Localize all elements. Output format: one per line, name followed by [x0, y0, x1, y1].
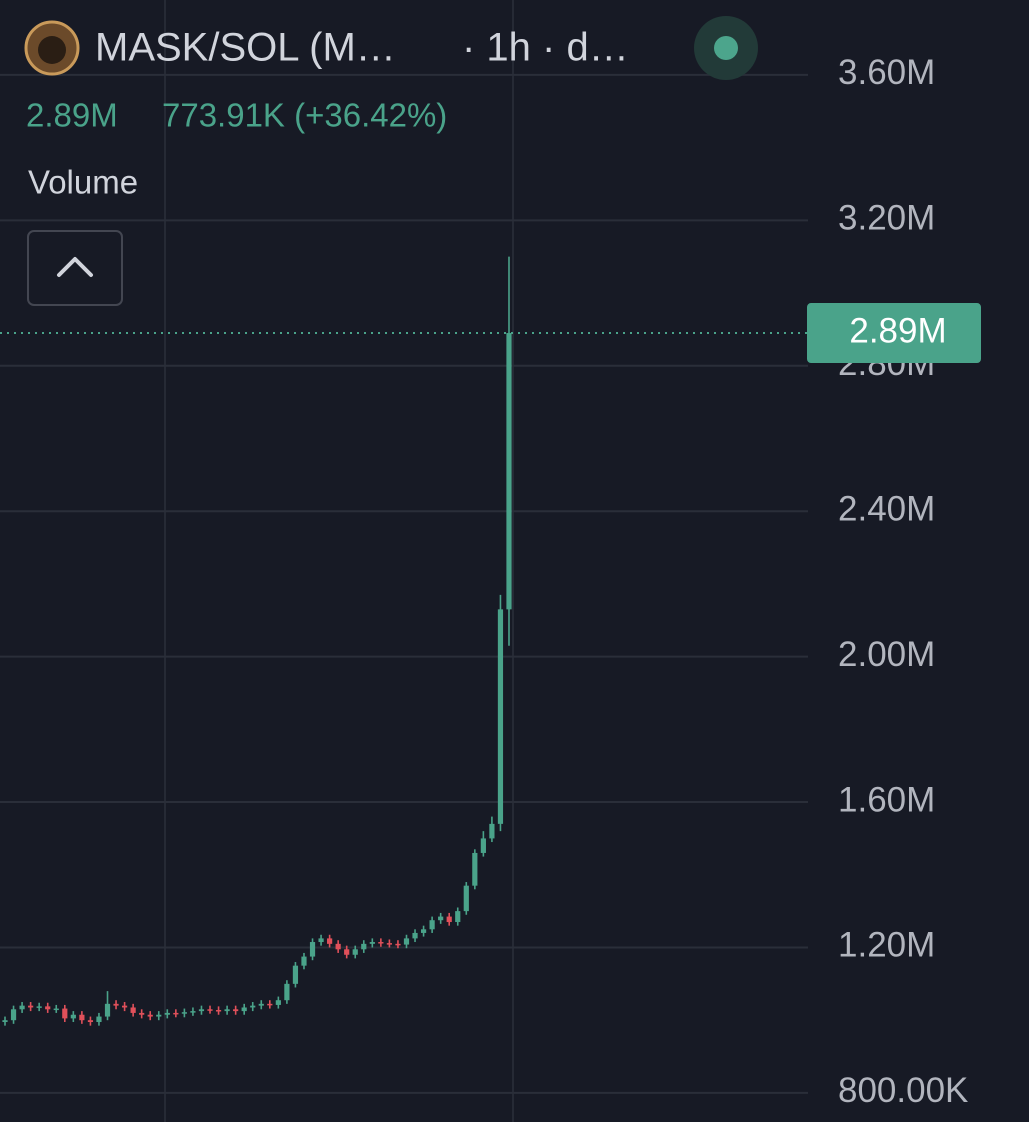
candle-body: [10, 1009, 17, 1021]
candle-body: [472, 852, 478, 886]
candle-body: [429, 920, 435, 930]
candle-body: [267, 1003, 273, 1006]
chevron-up: [57, 257, 93, 277]
candle-body: [497, 609, 504, 824]
candle-body: [96, 1016, 102, 1023]
candle-body: [386, 943, 393, 945]
candle-body: [28, 1005, 34, 1008]
candle-body: [250, 1005, 256, 1008]
status-dot: [714, 36, 738, 60]
y-tick-label: 2.40M: [838, 489, 935, 528]
candle-body: [113, 1003, 119, 1006]
candle-body: [506, 333, 512, 610]
candle-body: [327, 938, 333, 944]
candle-body: [181, 1012, 187, 1014]
candle-body: [45, 1006, 51, 1010]
candle-body: [292, 965, 299, 984]
candle-body: [130, 1007, 136, 1013]
candles: [2, 256, 512, 1026]
candle-body: [121, 1005, 128, 1008]
candle-body: [233, 1009, 239, 1012]
candle-body: [463, 885, 469, 912]
y-tick-label: 1.60M: [838, 780, 935, 819]
interval: · 1h · d…: [462, 26, 629, 70]
candle-body: [139, 1012, 145, 1015]
candle-body: [361, 943, 367, 950]
candle-body: [87, 1020, 94, 1023]
candle-body: [309, 942, 316, 957]
y-tick-label: 3.20M: [838, 199, 935, 238]
price: 2.89M: [26, 97, 118, 134]
candle-body: [438, 916, 444, 921]
collapse-button[interactable]: [27, 230, 123, 306]
overlay: 3.60M3.20M2.80M2.40M2.00M1.60M1.20M800.0…: [0, 53, 981, 1110]
candle-body: [79, 1014, 85, 1021]
candle-body: [215, 1010, 222, 1012]
y-tick-label: 1.20M: [838, 926, 935, 965]
candle-body: [284, 983, 290, 1001]
candle-body: [173, 1012, 179, 1015]
candle-body: [480, 838, 486, 853]
candle-body: [420, 929, 427, 933]
candle-body: [275, 1000, 281, 1005]
token-icon-face: [38, 36, 66, 64]
last-price-label: 2.89M: [849, 311, 946, 350]
candle-body: [318, 938, 324, 943]
symbol: MASK/SOL (M…: [95, 26, 396, 70]
candle-body: [369, 942, 375, 944]
y-tick-label: 800.00K: [838, 1071, 968, 1110]
candle-body: [164, 1012, 170, 1015]
candle-body: [301, 956, 307, 966]
candle-body: [258, 1003, 264, 1006]
candle-body: [62, 1008, 68, 1019]
candle-body: [190, 1011, 196, 1013]
candle-body: [147, 1014, 153, 1017]
last-price-badge: [807, 303, 981, 364]
candle-body: [2, 1020, 8, 1023]
candle-body: [403, 938, 410, 945]
y-tick-label: 2.00M: [838, 635, 935, 674]
candle-body: [156, 1014, 162, 1017]
candle-body: [224, 1009, 230, 1012]
candle-body: [241, 1007, 247, 1012]
candle-body: [352, 949, 358, 955]
candle-body: [53, 1008, 59, 1011]
candle-body: [36, 1006, 42, 1008]
candle-body: [104, 1003, 111, 1017]
candle-body: [446, 916, 452, 923]
candle-body: [455, 911, 461, 923]
candle-body: [344, 949, 350, 955]
candle-body: [412, 932, 418, 939]
candle-body: [198, 1009, 205, 1012]
candle-body: [335, 943, 341, 950]
candle-body: [207, 1009, 213, 1011]
candle-body: [70, 1014, 76, 1019]
grid: [0, 73, 808, 1094]
change: 773.91K (+36.42%): [162, 97, 447, 134]
volume-label: Volume: [28, 164, 138, 201]
candle-body: [489, 823, 495, 839]
candle-body: [19, 1005, 25, 1010]
candle-body: [378, 942, 384, 944]
y-tick-label: 3.60M: [838, 53, 935, 92]
candle-body: [395, 943, 401, 946]
